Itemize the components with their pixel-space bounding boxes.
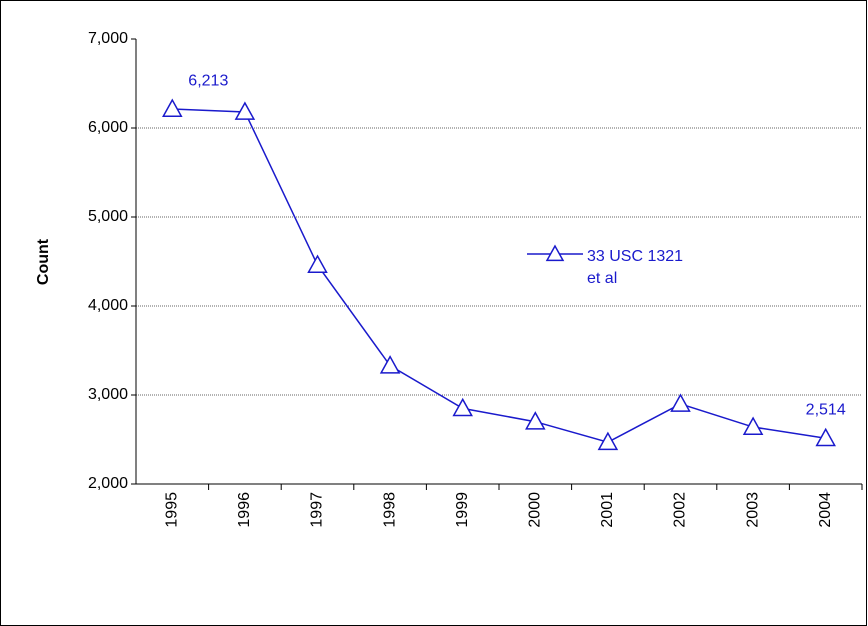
- x-tick-label: 2001: [599, 492, 616, 528]
- x-tick-label: 2002: [672, 492, 689, 528]
- marker: [162, 98, 183, 117]
- marker: [670, 393, 691, 412]
- y-tick-label: 2,000: [88, 475, 128, 492]
- x-tick-label: 1998: [381, 492, 398, 528]
- marker: [307, 254, 328, 274]
- marker: [742, 416, 764, 435]
- x-tick-label: 1996: [236, 492, 253, 528]
- marker: [379, 355, 401, 374]
- data-label: 2,514: [806, 401, 846, 418]
- marker: [815, 427, 836, 447]
- marker: [597, 431, 619, 451]
- x-tick-label: 1997: [309, 492, 326, 528]
- x-tick-label: 2003: [744, 492, 761, 528]
- marker: [234, 101, 256, 120]
- y-tick-label: 6,000: [88, 119, 128, 136]
- legend-marker: [545, 244, 565, 262]
- x-tick-label: 2004: [817, 492, 834, 528]
- data-label: 6,213: [188, 72, 228, 89]
- x-tick-label: 1995: [164, 492, 181, 528]
- y-tick-label: 4,000: [88, 297, 128, 314]
- legend-label: 33 USC 1321 et al: [587, 248, 684, 287]
- marker: [452, 397, 473, 417]
- x-tick-label: 2000: [527, 492, 544, 528]
- y-tick-label: 5,000: [88, 208, 128, 225]
- y-tick-label: 7,000: [88, 30, 128, 47]
- marker: [525, 411, 546, 430]
- x-tick-label: 1999: [454, 492, 471, 528]
- series-line: [172, 108, 826, 443]
- y-axis-label: Count: [35, 238, 52, 285]
- y-tick-label: 3,000: [88, 386, 128, 403]
